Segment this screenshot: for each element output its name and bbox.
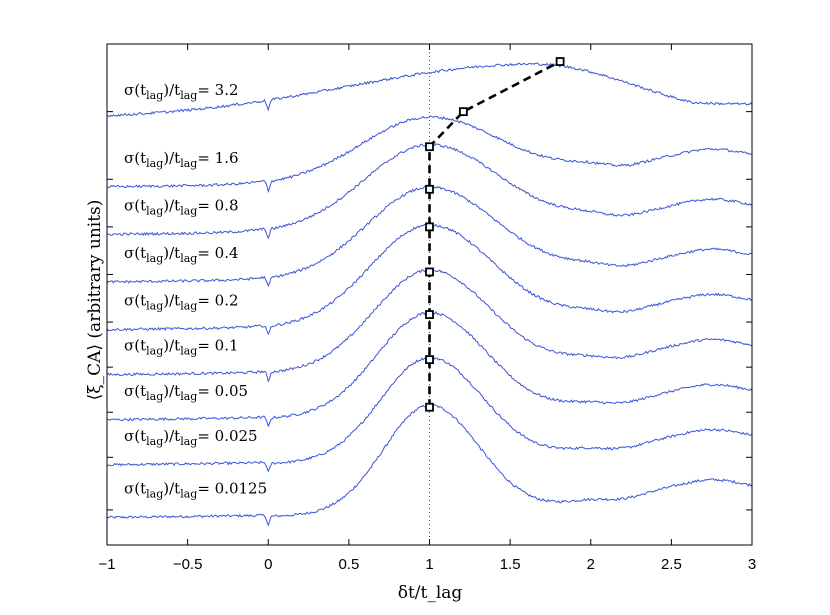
x-axis-label: δt/t_lag bbox=[398, 583, 463, 603]
plot-background bbox=[107, 44, 752, 545]
x-tick-label-5: 1.5 bbox=[500, 556, 521, 573]
peak-marker-2 bbox=[425, 310, 434, 319]
peak-marker-1 bbox=[425, 355, 434, 365]
series-label-8: σ(tlag)/tlag= 3.2 bbox=[124, 81, 239, 102]
series-label-6: σ(tlag)/tlag= 0.8 bbox=[124, 196, 239, 217]
series-label-1: σ(tlag)/tlag= 0.025 bbox=[124, 427, 258, 448]
x-tick-label-1: −0.5 bbox=[173, 556, 203, 573]
y-axis-label: ⟨ξ_CA⟩ (arbitrary units) bbox=[85, 200, 105, 401]
peak-marker-3 bbox=[425, 267, 434, 277]
x-tick-label-6: 2 bbox=[587, 556, 595, 573]
peak-marker-5 bbox=[425, 184, 434, 194]
series-labels: σ(tlag)/tlag= 0.0125 σ(tlag)/tlag= 0.025 σ… bbox=[124, 81, 267, 500]
peak-marker-group bbox=[425, 57, 565, 412]
peak-path bbox=[428, 60, 561, 408]
series-label-3: σ(tlag)/tlag= 0.1 bbox=[124, 337, 239, 358]
x-tick-label-4: 1 bbox=[425, 556, 433, 573]
x-tick-label-8: 3 bbox=[748, 556, 756, 573]
axes: −1 −0.5 0 0.5 1 1.5 2 2.5 3 bbox=[98, 43, 756, 573]
x-tick-label-2: 0 bbox=[264, 556, 272, 573]
peak-marker-7 bbox=[458, 107, 468, 117]
peak-marker-8 bbox=[555, 57, 565, 66]
x-tick-label-0: −1 bbox=[98, 556, 115, 573]
peak-marker-6 bbox=[425, 142, 434, 152]
series-label-0: σ(tlag)/tlag= 0.0125 bbox=[124, 479, 267, 500]
series-label-5: σ(tlag)/tlag= 0.4 bbox=[124, 244, 239, 265]
series-label-7: σ(tlag)/tlag= 1.6 bbox=[124, 149, 239, 170]
x-tick-label-3: 0.5 bbox=[338, 556, 359, 573]
series-label-4: σ(tlag)/tlag= 0.2 bbox=[124, 292, 239, 313]
peak-marker-0 bbox=[425, 402, 434, 412]
plot-area bbox=[107, 44, 752, 545]
peak-marker-4 bbox=[425, 222, 434, 232]
x-tick-label-7: 2.5 bbox=[661, 556, 682, 573]
series-label-2: σ(tlag)/tlag= 0.05 bbox=[124, 382, 248, 403]
